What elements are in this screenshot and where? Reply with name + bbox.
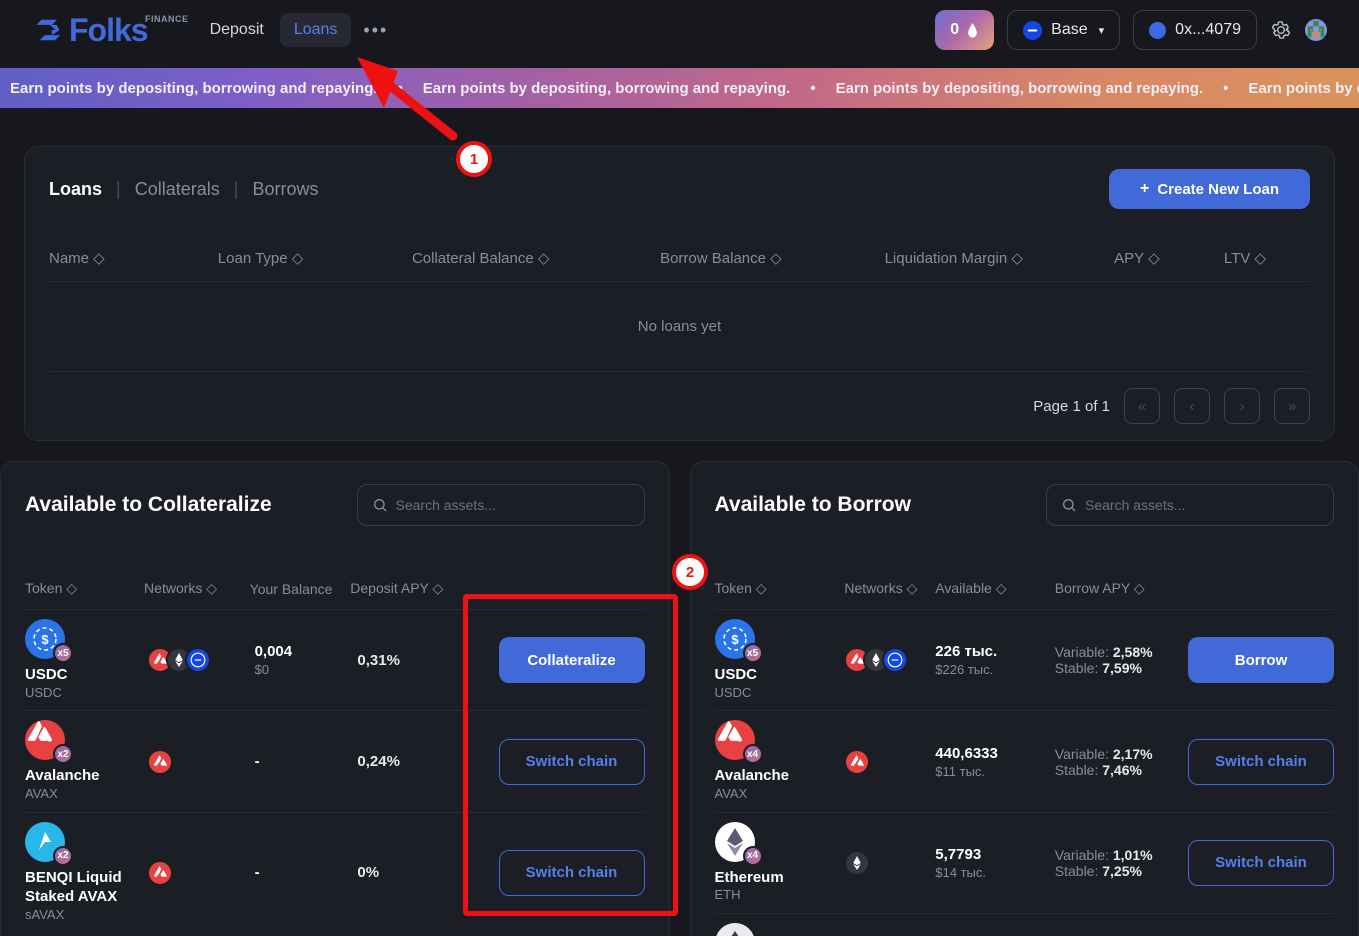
svg-text:$: $ [41, 632, 49, 647]
svg-text:$: $ [731, 632, 739, 647]
